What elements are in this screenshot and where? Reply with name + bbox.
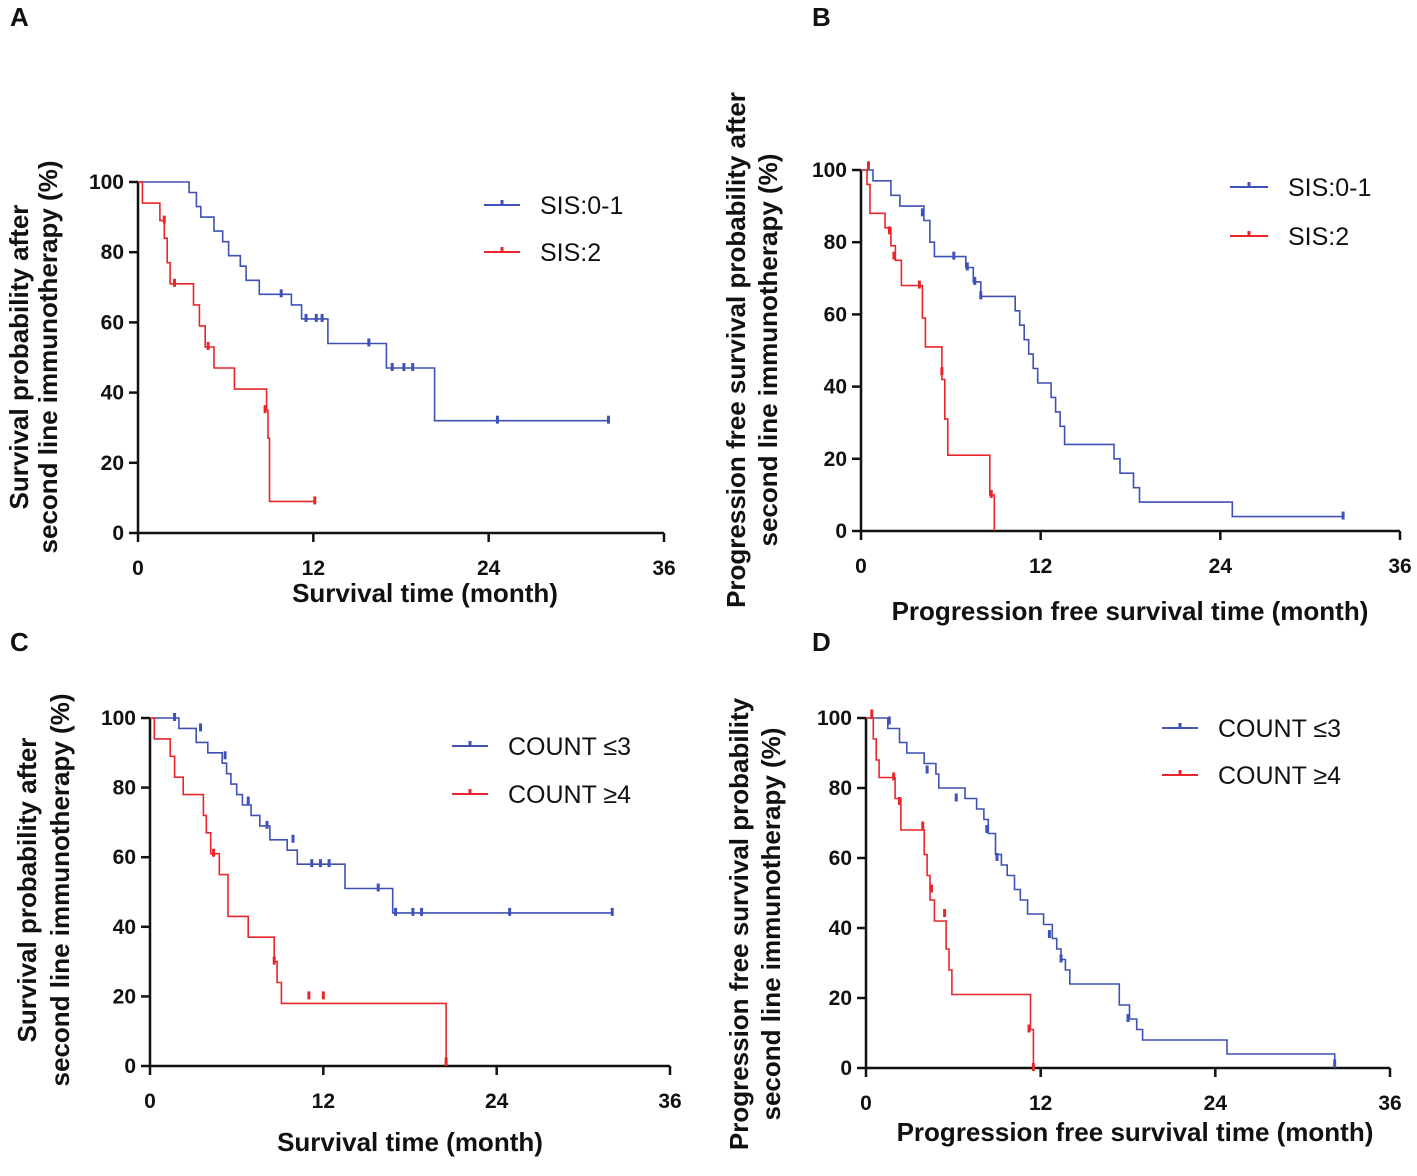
legend-label: COUNT ≥4 (508, 781, 631, 809)
survival-curve (138, 181, 609, 422)
x-tick-label: 36 (1388, 555, 1411, 578)
y-tick-label: 80 (829, 777, 852, 800)
legend-label: COUNT ≤3 (1218, 715, 1341, 743)
survival-curve (150, 717, 447, 1066)
panel-letter: C (10, 627, 29, 657)
y-tick-label: 0 (124, 1055, 136, 1078)
x-tick-label: 12 (312, 1090, 335, 1113)
panel-b: B 0 20 40 60 80 100 0 12 24 36 Progression free sur… (721, 2, 1412, 626)
x-tick-label: 12 (302, 557, 325, 580)
y-axis-title-line: second line immunotherapy (%) (45, 694, 75, 1087)
x-tick-label: 24 (1204, 1092, 1228, 1115)
y-tick-label: 80 (113, 777, 136, 800)
x-tick-label: 36 (658, 1090, 681, 1113)
series-red (866, 709, 1035, 1071)
y-tick-label: 60 (829, 847, 852, 870)
x-tick-label: 0 (144, 1090, 156, 1113)
x-tick-label: 0 (132, 557, 144, 580)
panel-letter: D (812, 627, 831, 657)
legend-label: SIS:0-1 (540, 192, 623, 220)
y-tick-label: 60 (113, 846, 136, 869)
y-tick-label: 20 (113, 985, 136, 1008)
y-tick-label: 100 (812, 159, 847, 182)
y-tick-label: 40 (824, 376, 847, 399)
y-axis-title-line: second line immunotherapy (%) (753, 154, 783, 547)
survival-curve (866, 717, 1336, 1068)
series-red (150, 717, 448, 1066)
y-tick-label: 40 (113, 916, 136, 939)
y-axis-title-line: Survival probability after (4, 205, 34, 510)
x-tick-label: 36 (652, 557, 675, 580)
x-axis-title: Survival time (month) (292, 578, 558, 608)
x-tick-label: 36 (1378, 1092, 1401, 1115)
y-axis-title-line: Progression free survival probability af… (721, 92, 751, 608)
y-tick-label: 0 (112, 522, 124, 545)
series-red (861, 161, 996, 531)
legend-label: COUNT ≥4 (1218, 762, 1341, 790)
series-blue (861, 169, 1345, 520)
series-blue (866, 716, 1337, 1068)
y-axis-title-line: second line immunotherapy (%) (33, 161, 63, 554)
x-tick-label: 12 (1029, 1092, 1052, 1115)
y-tick-label: 20 (829, 987, 852, 1010)
legend-label: SIS:2 (540, 239, 601, 267)
panel-letter: A (10, 2, 29, 32)
x-axis-title: Progression free survival time (month) (897, 1117, 1374, 1147)
y-tick-label: 60 (101, 311, 124, 334)
survival-curve (866, 717, 1035, 1068)
legend-label: COUNT ≤3 (508, 733, 631, 761)
y-tick-label: 20 (824, 448, 847, 471)
x-tick-label: 24 (477, 557, 501, 580)
y-tick-label: 100 (817, 707, 852, 730)
series-blue (150, 713, 614, 916)
y-tick-label: 80 (101, 241, 124, 264)
series-blue (138, 181, 610, 424)
y-tick-label: 80 (824, 231, 847, 254)
x-tick-label: 0 (855, 555, 867, 578)
legend-label: SIS:0-1 (1288, 174, 1371, 202)
survival-curve (138, 181, 315, 503)
x-axis-title: Survival time (month) (277, 1127, 543, 1157)
y-tick-label: 0 (840, 1057, 852, 1080)
y-tick-label: 60 (824, 303, 847, 326)
x-tick-label: 24 (485, 1090, 509, 1113)
y-axis-title-line: Progression free survival probability (724, 697, 754, 1150)
x-tick-label: 24 (1209, 555, 1233, 578)
y-tick-label: 100 (101, 707, 136, 730)
panel-a: A 0 20 40 60 80 100 0 12 24 36 Survival time (month… (4, 2, 676, 608)
y-axis-title-line: Survival probability after (12, 738, 42, 1043)
x-axis-title: Progression free survival time (month) (892, 596, 1369, 626)
y-tick-label: 40 (101, 382, 124, 405)
y-tick-label: 20 (101, 452, 124, 475)
legend-label: SIS:2 (1288, 223, 1349, 251)
y-tick-label: 40 (829, 917, 852, 940)
y-axis-title-line: second line immunotherapy (%) (756, 728, 786, 1121)
series-red (138, 181, 317, 505)
x-tick-label: 0 (860, 1092, 872, 1115)
survival-curve (861, 169, 1344, 518)
y-tick-label: 0 (835, 520, 847, 543)
y-tick-label: 100 (89, 171, 124, 194)
panel-c: C 0 20 40 60 80 100 0 12 24 36 Survival time (month… (10, 627, 682, 1157)
x-tick-label: 12 (1029, 555, 1052, 578)
survival-curve (861, 169, 996, 531)
panel-letter: B (812, 2, 831, 32)
survival-curve (150, 717, 613, 914)
